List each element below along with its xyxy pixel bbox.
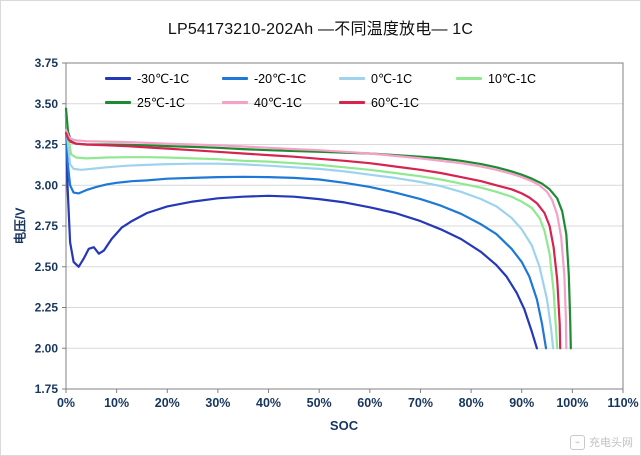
legend-item: 40℃-1C (222, 95, 339, 110)
legend-marker (222, 101, 248, 104)
chart-title: LP54173210-202Ah —不同温度放电— 1C (167, 21, 474, 38)
series-line (64, 132, 562, 350)
x-tick-label: 0% (57, 396, 75, 410)
legend-marker (222, 77, 248, 80)
y-tick-label: 2.00 (35, 341, 59, 355)
legend-label: 10℃-1C (488, 72, 537, 86)
x-tick-label: 50% (307, 396, 332, 410)
y-tick-label: 3.00 (35, 178, 59, 192)
x-tick-label: 70% (408, 396, 433, 410)
x-tick-label: 60% (357, 396, 382, 410)
series-line (64, 114, 539, 350)
legend-label: 0℃-1C (371, 72, 413, 86)
watermark: 充电头网 (570, 434, 633, 450)
y-tick-label: 2.25 (35, 301, 59, 315)
series-line (64, 128, 568, 350)
legend-marker (339, 77, 365, 80)
legend-item: 0℃-1C (339, 71, 456, 86)
y-tick-label: 3.25 (35, 138, 59, 152)
x-tick-label: 30% (205, 396, 230, 410)
x-tick-label: 90% (509, 396, 534, 410)
y-tick-label: 2.50 (35, 260, 59, 274)
y-tick-label: 3.50 (35, 97, 59, 111)
legend-label: 60℃-1C (371, 96, 420, 110)
x-tick-label: 100% (556, 396, 588, 410)
series-line (64, 112, 548, 350)
legend-marker (456, 77, 482, 80)
y-tick-label: 3.75 (35, 56, 59, 70)
x-tick-label: 110% (607, 396, 638, 410)
x-tick-label: 20% (155, 396, 180, 410)
series-line (64, 110, 555, 350)
legend-label: -20℃-1C (254, 72, 307, 86)
y-tick-label: 1.75 (35, 382, 59, 396)
legend-label: 25℃-1C (137, 96, 186, 110)
x-tick-label: 40% (256, 396, 281, 410)
x-tick-label: 80% (459, 396, 484, 410)
legend-marker (339, 101, 365, 104)
watermark-text: 充电头网 (589, 437, 633, 449)
legend-item: 25℃-1C (105, 95, 222, 110)
charger-logo-icon (570, 434, 585, 450)
legend-item: 10℃-1C (456, 71, 573, 86)
x-tick-label: 10% (104, 396, 129, 410)
legend-item: 60℃-1C (339, 95, 456, 110)
legend-item: -30℃-1C (105, 71, 222, 86)
legend-label: 40℃-1C (254, 96, 303, 110)
legend-item: -20℃-1C (222, 71, 339, 86)
y-tick-label: 2.75 (35, 219, 59, 233)
y-axis-label: 电压/V (13, 207, 28, 245)
x-axis-label: SOC (329, 418, 359, 433)
series-line (64, 109, 559, 350)
legend-marker (105, 101, 131, 104)
chart-legend: -30℃-1C -20℃-1C 0℃-1C 10℃-1C 25℃-1C 40℃-1C 60℃… (105, 71, 573, 110)
legend-marker (105, 77, 131, 80)
legend-label: -30℃-1C (137, 72, 190, 86)
